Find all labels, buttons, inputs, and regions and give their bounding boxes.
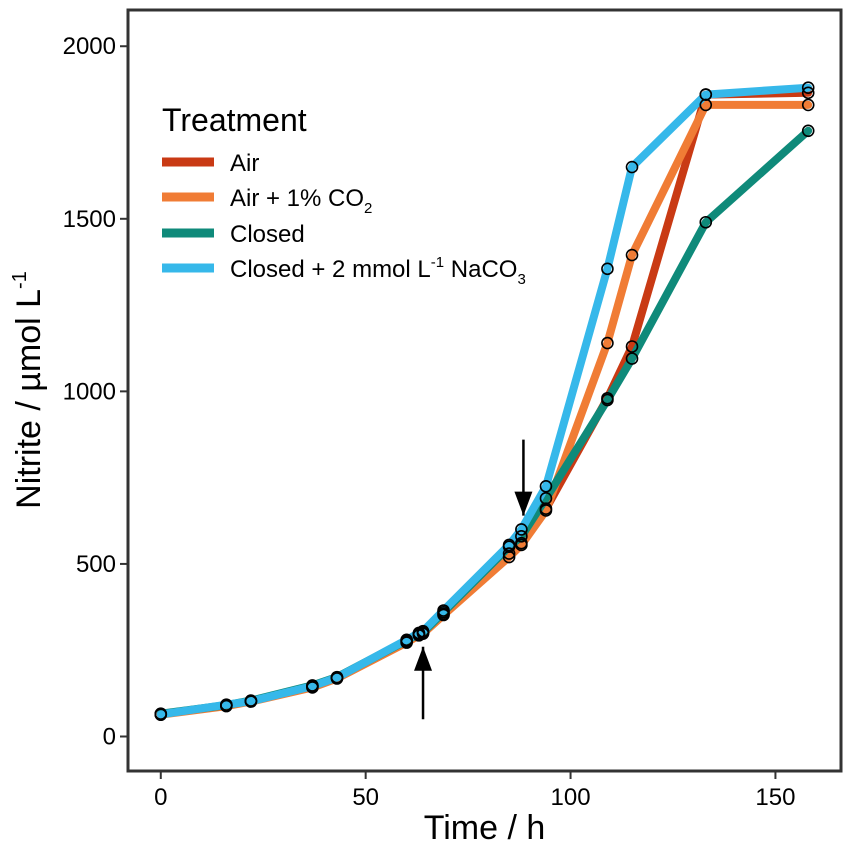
data-point [601, 336, 614, 350]
y-tick-label: 2000 [63, 33, 116, 60]
series-lines [156, 83, 813, 719]
data-point [400, 633, 413, 647]
data-point [801, 98, 815, 112]
legend-label-closed-naco3: Closed + 2 mmol L-1 NaCO3 [230, 254, 526, 288]
data-point [515, 538, 528, 552]
data-point [502, 547, 516, 560]
data-point [437, 604, 450, 617]
x-tick-label: 150 [755, 784, 795, 811]
data-point [515, 523, 528, 536]
annotation-arrows [414, 439, 533, 720]
data-point [699, 215, 713, 229]
data-point [801, 124, 815, 138]
series-points [154, 81, 815, 722]
data-point [625, 160, 639, 174]
data-point [801, 86, 815, 100]
legend-label-air: Air [230, 150, 259, 177]
data-point [244, 694, 258, 708]
x-tick-label: 50 [352, 784, 379, 811]
data-point [625, 248, 639, 262]
y-tick-label: 0 [103, 723, 116, 750]
x-tick-label: 0 [154, 784, 167, 811]
plot-panel [126, 8, 843, 773]
y-tick-label: 1000 [63, 378, 116, 405]
data-point [699, 88, 713, 101]
x-axis: 0 50 100 150 [154, 771, 795, 811]
arrow-head [414, 646, 433, 671]
data-point [539, 504, 553, 517]
data-point [539, 479, 553, 493]
legend-label-closed: Closed [230, 221, 305, 248]
y-axis: 0 500 1000 1500 2000 [63, 33, 128, 750]
data-point [154, 708, 168, 721]
data-point [539, 492, 553, 505]
data-point [625, 340, 639, 353]
y-axis-label: Nitrite / µmol L-1 [9, 271, 48, 509]
y-tick-label: 500 [76, 551, 116, 578]
legend-label-air-co2: Air + 1% CO2 [230, 185, 372, 217]
data-point [416, 624, 430, 638]
x-axis-label: Time / h [424, 809, 546, 847]
data-point [601, 262, 614, 276]
data-point [625, 352, 639, 365]
data-point [306, 679, 319, 693]
legend: Treatment Air Air + 1% CO2 Closed Closed… [162, 102, 526, 288]
x-tick-label: 100 [551, 784, 591, 811]
data-point [330, 671, 344, 684]
data-point [220, 698, 233, 712]
data-point [801, 81, 815, 94]
legend-title: Treatment [162, 102, 307, 138]
data-point [502, 538, 516, 552]
data-point [601, 393, 614, 407]
data-point [515, 530, 528, 543]
arrow-head [514, 491, 533, 516]
series-line-3 [156, 83, 813, 719]
y-tick-label: 1500 [63, 206, 116, 233]
